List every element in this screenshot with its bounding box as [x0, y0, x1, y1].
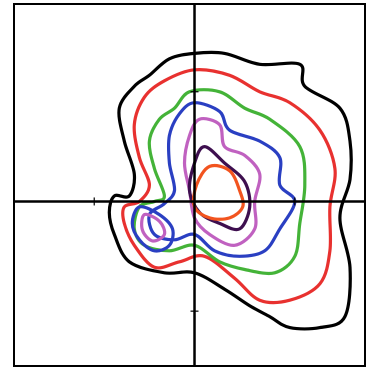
contour-line-8: [130, 205, 175, 253]
axes-group: [14, 4, 365, 366]
contour-line-2: [121, 68, 337, 305]
contour-line-6: [187, 145, 252, 232]
contour-line-9: [140, 212, 167, 243]
contour-line-4: [147, 101, 297, 258]
contour-line-1: [107, 50, 353, 331]
contour-line-5: [182, 117, 262, 247]
